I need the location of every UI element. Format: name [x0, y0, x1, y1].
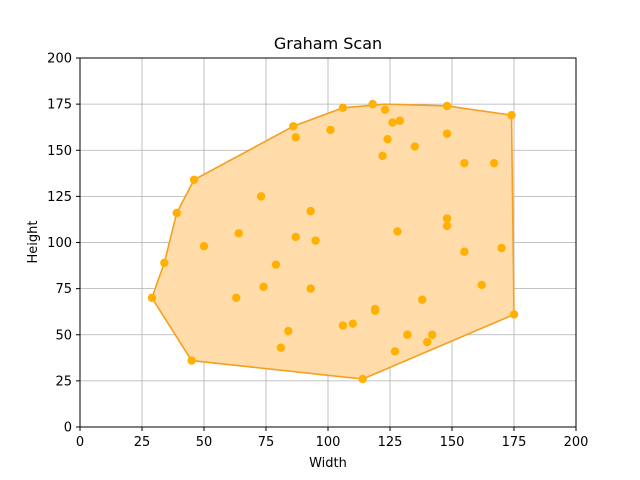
data-point [147, 293, 157, 303]
y-tick-label: 50 [55, 328, 72, 343]
data-point [276, 343, 286, 352]
x-tick-label: 0 [76, 435, 84, 450]
x-tick-label: 50 [196, 435, 213, 450]
y-tick-label: 0 [64, 421, 72, 436]
data-point [393, 227, 402, 236]
data-point [383, 134, 392, 144]
x-axis-ticks: 0 25 50 75 100 125 150 175 200 [76, 427, 589, 450]
data-point [423, 337, 432, 347]
y-tick-label: 150 [47, 144, 72, 159]
data-point [427, 330, 437, 339]
data-point [477, 280, 486, 290]
data-point [189, 175, 199, 184]
data-point [284, 326, 293, 336]
chart-title: Graham Scan [274, 34, 382, 53]
data-point [442, 221, 452, 231]
data-point [291, 133, 300, 142]
y-tick-label: 200 [47, 52, 72, 67]
data-point [172, 208, 181, 218]
x-tick-label: 125 [378, 435, 403, 450]
data-point [489, 158, 499, 168]
x-axis-label: Width [309, 456, 347, 471]
data-point [306, 284, 315, 293]
data-point [289, 122, 298, 131]
data-point [259, 282, 268, 291]
data-point [507, 110, 516, 120]
data-point [378, 151, 387, 160]
data-point [442, 214, 452, 223]
scatter-points [147, 99, 519, 384]
data-point [442, 101, 452, 111]
data-point [338, 103, 348, 113]
data-point [388, 118, 397, 127]
data-point [410, 142, 419, 151]
x-tick-label: 175 [502, 435, 527, 450]
data-point [358, 374, 367, 384]
data-point [390, 347, 400, 356]
data-point [271, 260, 281, 269]
data-point [199, 241, 209, 251]
data-point [232, 293, 241, 303]
data-point [460, 247, 469, 256]
data-point [418, 295, 427, 304]
data-point [160, 258, 169, 267]
data-point [395, 116, 405, 125]
data-point [497, 243, 506, 253]
x-tick-label: 150 [440, 435, 465, 450]
data-point [403, 330, 412, 339]
data-point [380, 105, 390, 114]
y-tick-label: 175 [47, 98, 72, 113]
data-point [442, 129, 452, 138]
y-tick-label: 75 [55, 282, 72, 297]
data-point [291, 232, 300, 242]
y-tick-label: 125 [47, 190, 72, 205]
data-point [326, 125, 335, 135]
data-point [306, 206, 315, 216]
data-point [509, 310, 519, 319]
x-tick-label: 25 [134, 435, 151, 450]
y-tick-label: 25 [55, 374, 72, 389]
y-axis-label: Height [26, 221, 41, 264]
data-point [187, 356, 196, 365]
y-axis-ticks: 0 25 50 75 100 125 150 175 200 [47, 52, 80, 436]
data-point [368, 99, 377, 109]
data-point [311, 236, 320, 245]
data-point [234, 229, 243, 238]
x-tick-label: 75 [258, 435, 275, 450]
data-point [460, 158, 469, 168]
data-point [370, 306, 380, 315]
data-point [256, 192, 266, 201]
data-point [348, 319, 357, 328]
y-tick-label: 100 [47, 236, 72, 251]
x-tick-label: 100 [316, 435, 341, 450]
data-point [338, 321, 348, 330]
x-tick-label: 200 [564, 435, 589, 450]
